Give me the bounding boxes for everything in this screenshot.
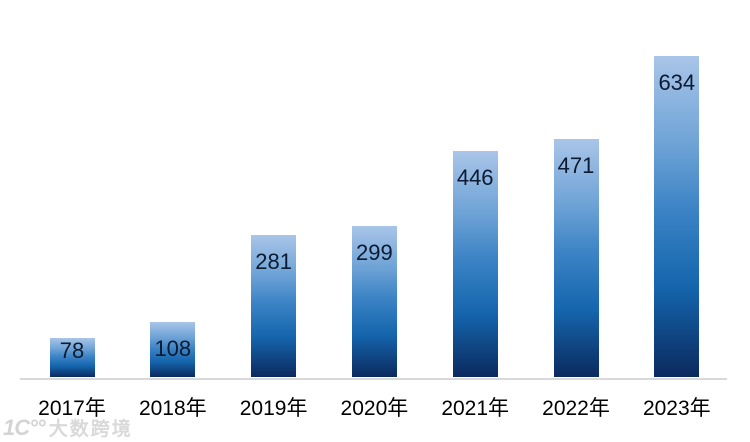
watermark-logo-icon: 1C°° <box>3 414 46 440</box>
bar-value-label: 471 <box>557 153 595 178</box>
x-axis-label-2017年: 2017年 <box>38 397 106 420</box>
x-axis-line <box>20 378 727 380</box>
bar-2022年: 471 <box>553 139 599 377</box>
plot-area: 78 108 281 299 446 471 634 <box>20 56 727 380</box>
x-axis-label-2020年: 2020年 <box>340 397 409 420</box>
bar-2021年: 446 <box>452 151 498 377</box>
bar-2020年: 299 <box>351 226 397 377</box>
bar-value-label: 446 <box>456 165 494 190</box>
x-axis-labels: 2017年 2018年 2019年 2020年 2021年 2022年 2023年 <box>0 396 750 426</box>
bar-2019年: 281 <box>251 235 297 377</box>
x-axis-label-2022年: 2022年 <box>542 397 610 420</box>
bar-value-label: 108 <box>154 336 192 361</box>
x-axis-label-2019年: 2019年 <box>239 397 308 420</box>
bar-2017年: 78 <box>49 338 95 377</box>
x-axis-label-2021年: 2021年 <box>441 397 510 420</box>
x-axis-label-2023年: 2023年 <box>642 397 711 420</box>
bar-value-label: 78 <box>59 338 85 363</box>
bar-2018年: 108 <box>150 322 196 377</box>
watermark-text: 大数跨境 <box>48 419 133 440</box>
x-axis-label-2018年: 2018年 <box>138 397 207 420</box>
bar-value-label: 634 <box>658 70 696 95</box>
bar-value-label: 281 <box>255 249 292 274</box>
bar-2023年: 634 <box>654 56 700 377</box>
watermark: 1C°° 大数跨境 <box>3 414 133 441</box>
bar-value-label: 299 <box>356 240 393 265</box>
